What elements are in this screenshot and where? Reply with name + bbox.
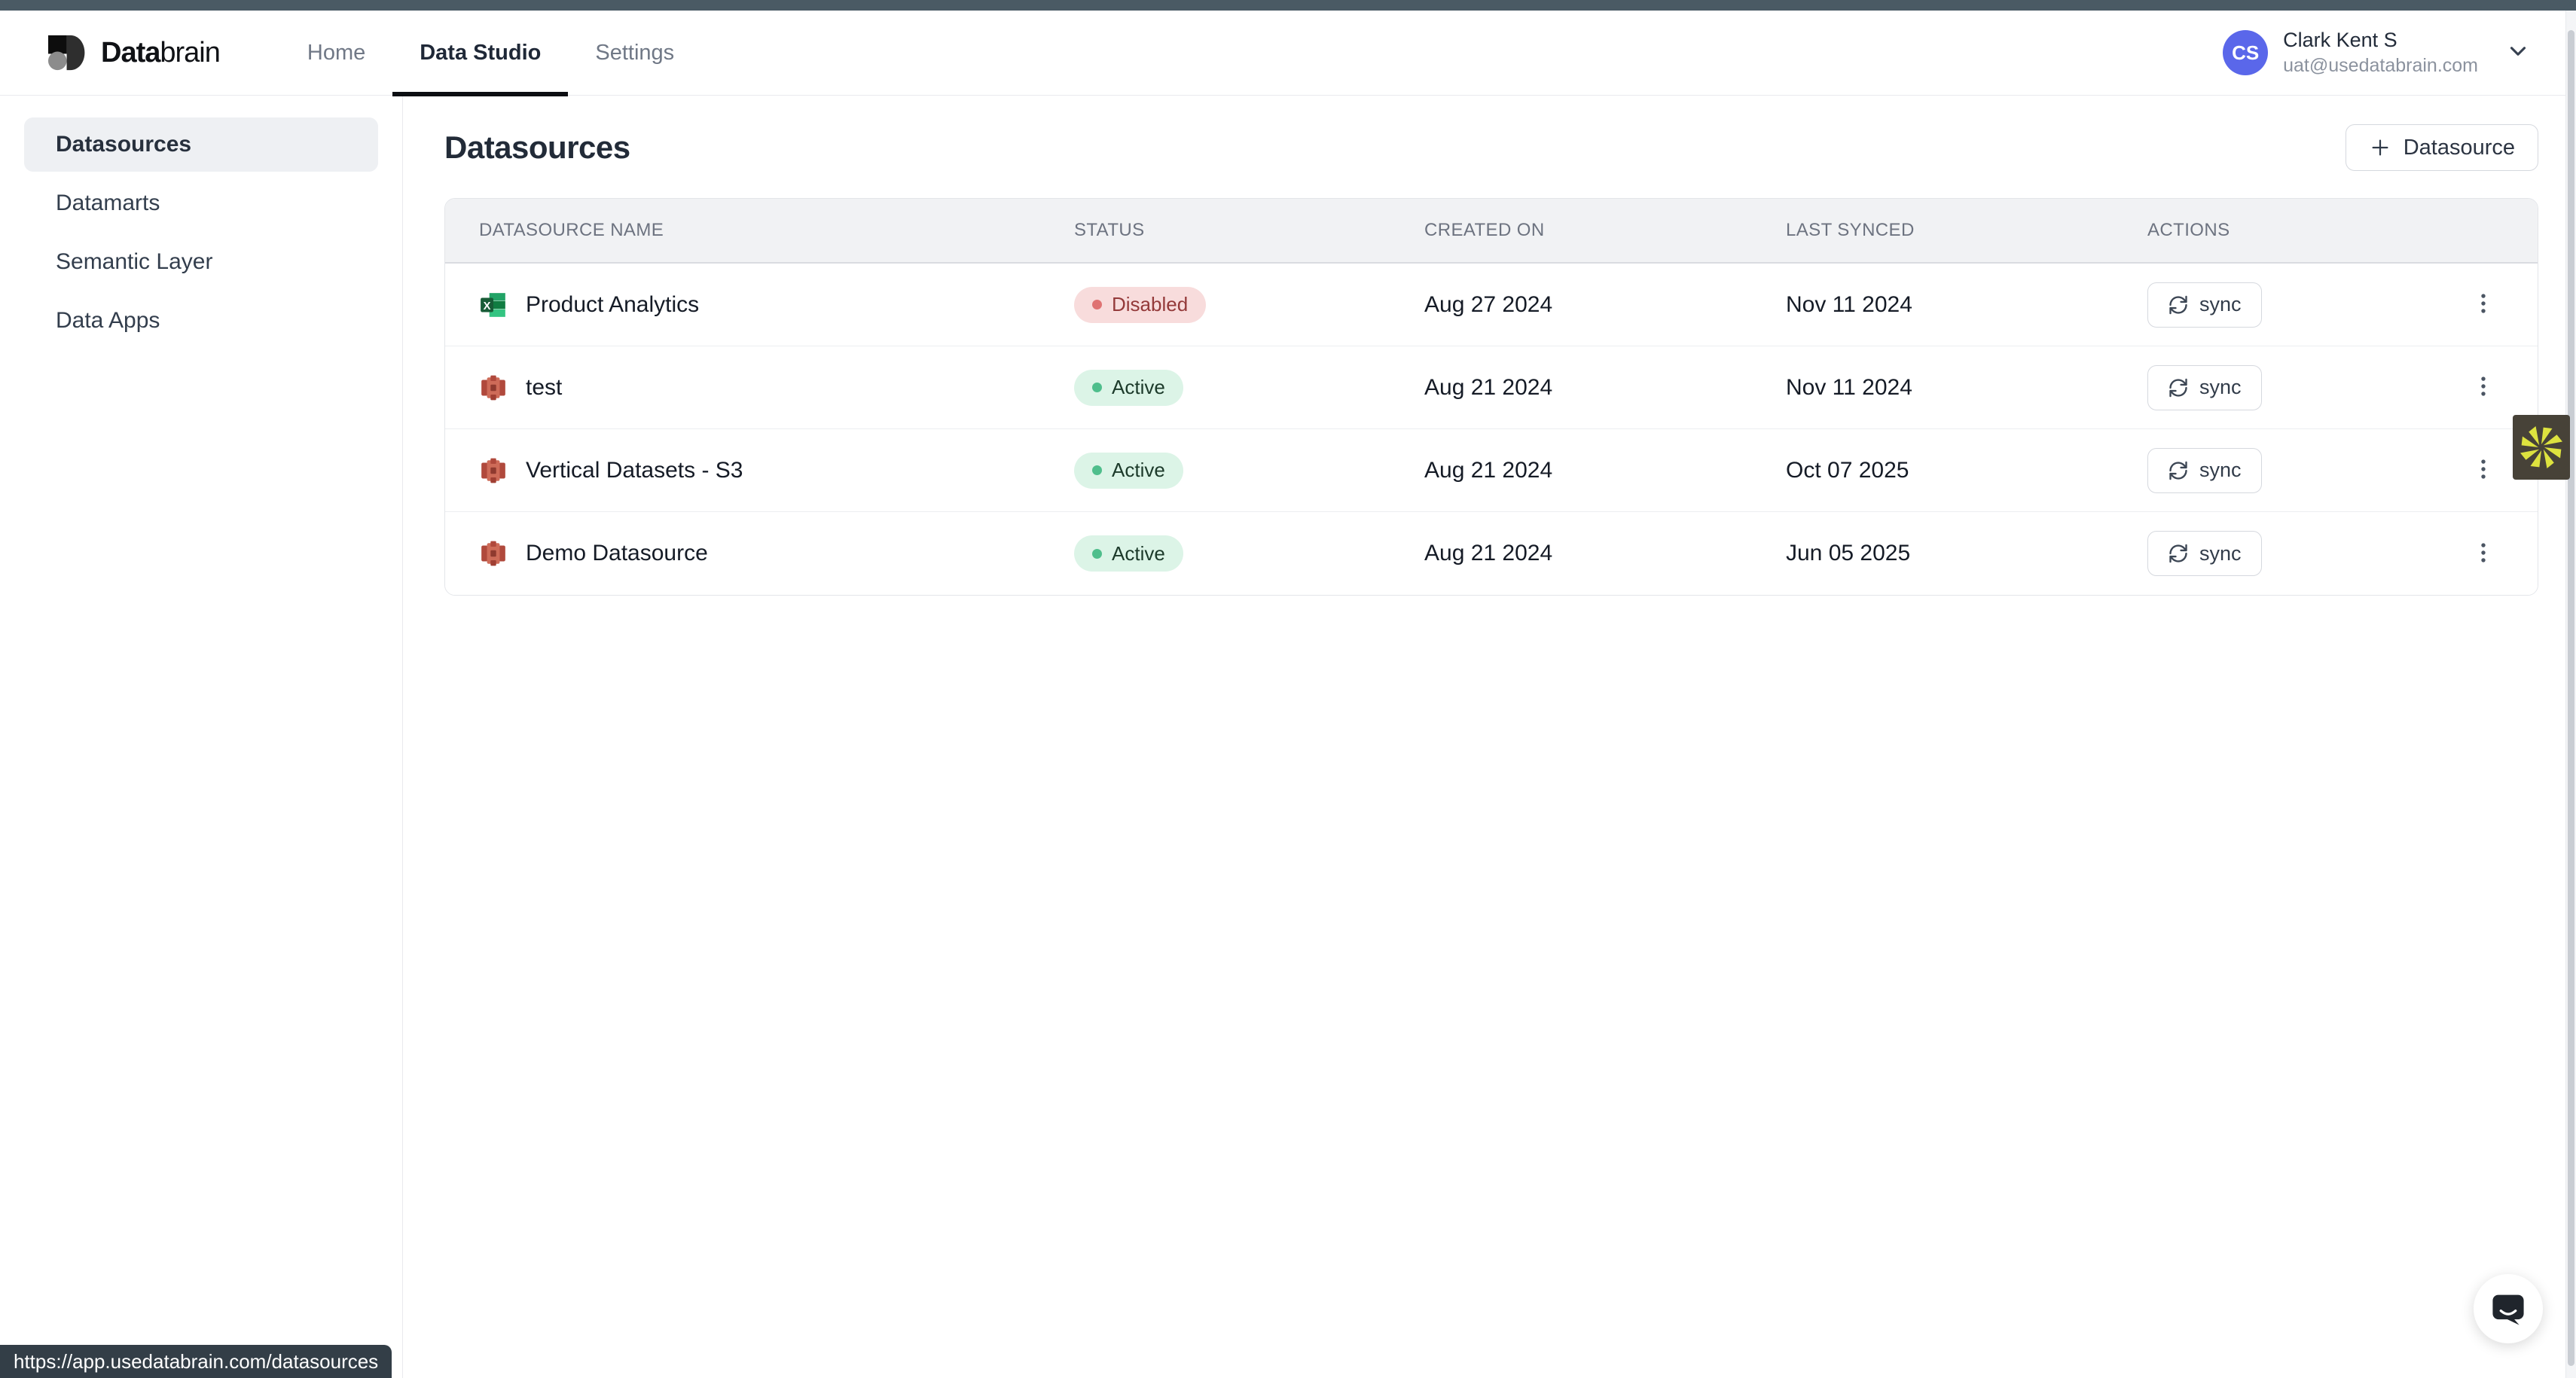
datasources-table: DATASOURCE NAME STATUS CREATED ON LAST S… bbox=[444, 198, 2538, 596]
sync-label: sync bbox=[2199, 376, 2242, 398]
asterisk-icon bbox=[2520, 426, 2562, 468]
user-email: uat@usedatabrain.com bbox=[2283, 55, 2478, 76]
add-datasource-label: Datasource bbox=[2403, 135, 2515, 160]
s3-icon bbox=[479, 539, 508, 568]
datasource-name[interactable]: Vertical Datasets - S3 bbox=[526, 457, 743, 483]
databrain-logo-icon bbox=[48, 35, 85, 71]
datasource-name[interactable]: Demo Datasource bbox=[526, 541, 708, 566]
brand-word-bold: Data bbox=[101, 36, 160, 69]
chat-launcher-button[interactable] bbox=[2474, 1274, 2543, 1343]
status-label: Disabled bbox=[1112, 293, 1189, 316]
col-header-actions: ACTIONS bbox=[2147, 220, 2230, 240]
status-dot-icon bbox=[1092, 465, 1102, 475]
table-row[interactable]: test Active Aug 21 2024 Nov 11 2024 sync bbox=[445, 346, 2538, 429]
col-header-created-on: CREATED ON bbox=[1424, 220, 1545, 240]
kebab-icon bbox=[2481, 294, 2486, 313]
svg-text:X: X bbox=[484, 300, 491, 312]
tab-data-studio[interactable]: Data Studio bbox=[392, 11, 569, 96]
sidebar-item-semantic-layer[interactable]: Semantic Layer bbox=[56, 249, 213, 274]
extension-widget-button[interactable] bbox=[2513, 415, 2570, 480]
col-header-last-synced: LAST SYNCED bbox=[1786, 220, 1915, 240]
status-dot-icon bbox=[1092, 383, 1102, 392]
window-top-strip bbox=[0, 0, 2576, 11]
last-synced-value: Jun 05 2025 bbox=[1786, 541, 1911, 566]
kebab-menu-button[interactable] bbox=[2463, 367, 2504, 407]
sync-button[interactable]: sync bbox=[2147, 447, 2262, 493]
brand-logo[interactable]: Databrain bbox=[48, 33, 221, 72]
sync-button[interactable]: sync bbox=[2147, 282, 2262, 328]
last-synced-value: Nov 11 2024 bbox=[1786, 374, 1912, 400]
kebab-menu-button[interactable] bbox=[2463, 285, 2504, 325]
sidebar: Datasources Datamarts Semantic Layer Dat… bbox=[0, 96, 403, 1378]
kebab-icon bbox=[2481, 377, 2486, 396]
status-badge: Active bbox=[1074, 535, 1183, 572]
plus-icon bbox=[2372, 139, 2388, 156]
excel-icon: X bbox=[479, 291, 508, 319]
add-datasource-button[interactable]: Datasource bbox=[2345, 124, 2538, 171]
table-row[interactable]: Vertical Datasets - S3 Active Aug 21 202… bbox=[445, 429, 2538, 512]
brand-wordmark: Databrain bbox=[101, 36, 221, 69]
sync-button[interactable]: sync bbox=[2147, 531, 2262, 576]
kebab-menu-button[interactable] bbox=[2463, 534, 2504, 574]
sidebar-item-datasources[interactable]: Datasources bbox=[24, 117, 378, 172]
status-label: Active bbox=[1112, 376, 1165, 398]
scrollbar-thumb[interactable] bbox=[2568, 30, 2574, 1366]
page-title: Datasources bbox=[444, 130, 630, 165]
created-on-value: Aug 21 2024 bbox=[1424, 541, 1553, 566]
created-on-value: Aug 21 2024 bbox=[1424, 457, 1553, 483]
datasource-name[interactable]: test bbox=[526, 374, 563, 400]
sync-label: sync bbox=[2199, 293, 2242, 316]
user-name: Clark Kent S bbox=[2283, 29, 2397, 51]
kebab-menu-button[interactable] bbox=[2463, 450, 2504, 490]
status-url: https://app.usedatabrain.com/datasources bbox=[14, 1349, 379, 1373]
refresh-icon bbox=[2169, 378, 2187, 397]
refresh-icon bbox=[2169, 461, 2187, 480]
main-content: Datasources Datasource DATASOURCE NAME S… bbox=[403, 96, 2576, 1378]
status-badge: Active bbox=[1074, 369, 1183, 406]
kebab-icon bbox=[2481, 459, 2486, 479]
s3-icon bbox=[479, 456, 508, 485]
tab-home[interactable]: Home bbox=[307, 40, 366, 65]
last-synced-value: Oct 07 2025 bbox=[1786, 457, 1909, 483]
brand-word-light: brain bbox=[160, 36, 220, 69]
table-header-row: DATASOURCE NAME STATUS CREATED ON LAST S… bbox=[445, 199, 2538, 264]
status-dot-icon bbox=[1092, 548, 1102, 559]
created-on-value: Aug 21 2024 bbox=[1424, 374, 1553, 400]
tab-settings[interactable]: Settings bbox=[595, 40, 675, 65]
status-badge: Active bbox=[1074, 452, 1183, 489]
kebab-icon bbox=[2481, 542, 2486, 562]
datasource-name[interactable]: Product Analytics bbox=[526, 291, 700, 317]
user-meta: Clark Kent S uat@usedatabrain.com bbox=[2283, 29, 2478, 77]
link-status-bar: https://app.usedatabrain.com/datasources bbox=[0, 1345, 392, 1378]
main-nav: Home Data Studio Settings bbox=[280, 11, 701, 96]
chat-bubble-icon bbox=[2492, 1294, 2524, 1325]
status-badge: Disabled bbox=[1074, 286, 1207, 323]
status-label: Active bbox=[1112, 541, 1165, 565]
col-header-status: STATUS bbox=[1074, 220, 1145, 240]
user-menu[interactable]: CS Clark Kent S uat@usedatabrain.com bbox=[2223, 29, 2576, 77]
app-header: Databrain Home Data Studio Settings CS C… bbox=[0, 11, 2576, 96]
s3-icon bbox=[479, 373, 508, 402]
status-label: Active bbox=[1112, 459, 1165, 481]
refresh-icon bbox=[2169, 295, 2187, 314]
scrollbar-track[interactable] bbox=[2565, 11, 2576, 1378]
chevron-down-icon bbox=[2505, 38, 2531, 68]
sync-label: sync bbox=[2199, 541, 2242, 565]
col-header-datasource-name: DATASOURCE NAME bbox=[479, 220, 664, 240]
table-row[interactable]: Demo Datasource Active Aug 21 2024 Jun 0… bbox=[445, 512, 2538, 595]
avatar: CS bbox=[2223, 30, 2269, 75]
refresh-icon bbox=[2169, 544, 2187, 563]
sync-button[interactable]: sync bbox=[2147, 364, 2262, 410]
created-on-value: Aug 27 2024 bbox=[1424, 291, 1553, 317]
table-row[interactable]: X Product Analytics Disabled Aug 27 2024… bbox=[445, 264, 2538, 346]
last-synced-value: Nov 11 2024 bbox=[1786, 291, 1912, 317]
sync-label: sync bbox=[2199, 459, 2242, 481]
sidebar-item-data-apps[interactable]: Data Apps bbox=[56, 308, 160, 333]
status-dot-icon bbox=[1092, 300, 1102, 309]
sidebar-item-datamarts[interactable]: Datamarts bbox=[56, 191, 160, 215]
